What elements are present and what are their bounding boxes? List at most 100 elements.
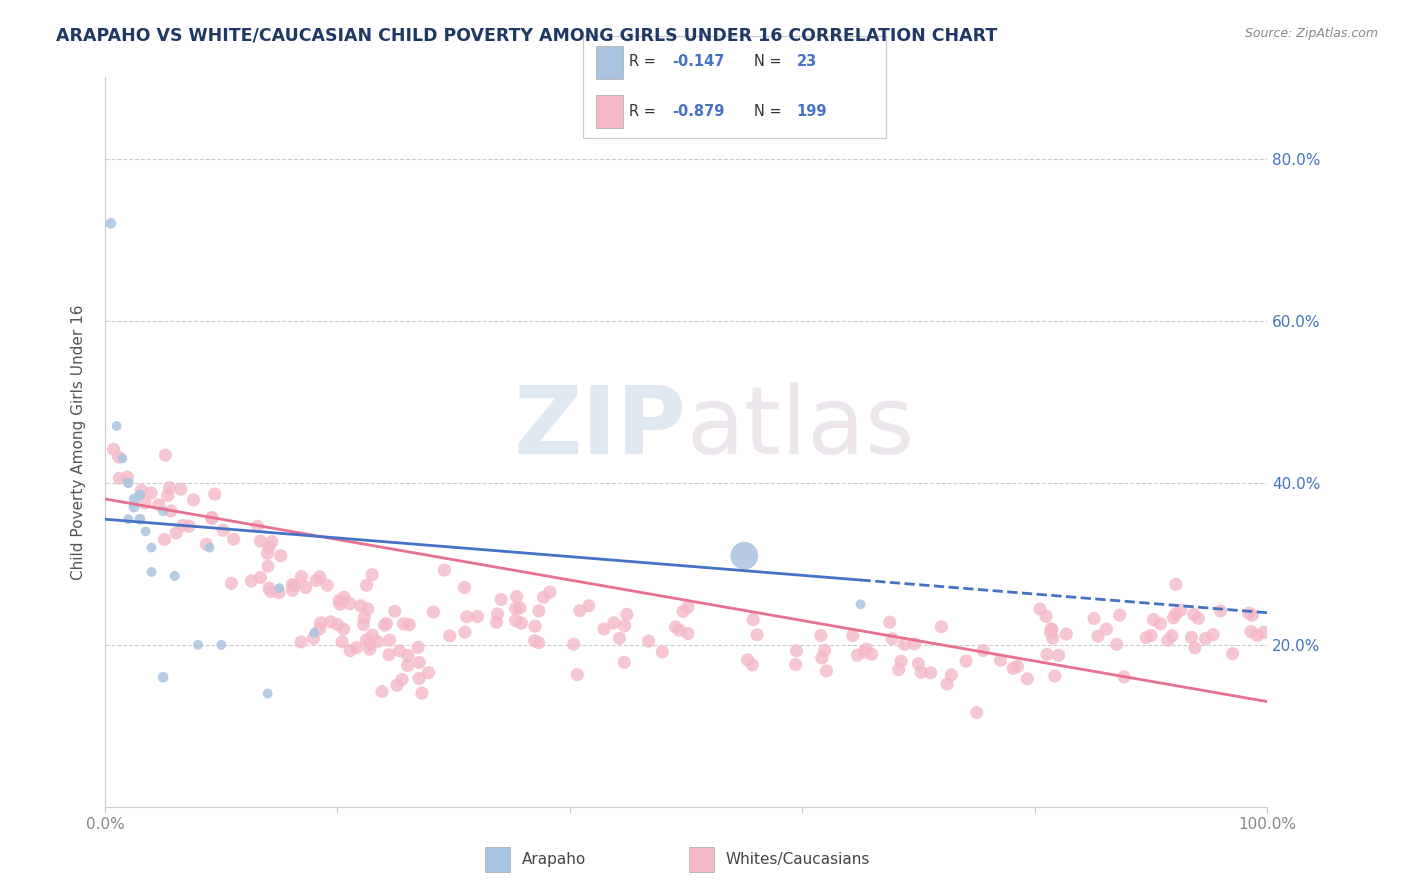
Point <box>201 511 224 525</box>
Point <box>148 498 170 512</box>
Point <box>212 524 235 538</box>
Point <box>195 537 218 551</box>
Point <box>378 648 401 662</box>
Point <box>260 534 283 549</box>
Point <box>668 624 690 638</box>
Point <box>316 578 339 592</box>
Point <box>135 524 157 539</box>
Point <box>578 599 600 613</box>
Point <box>269 581 291 595</box>
Text: R =: R = <box>628 54 661 70</box>
Point <box>745 628 768 642</box>
Point <box>439 629 461 643</box>
Point <box>1240 624 1263 639</box>
Point <box>256 546 278 560</box>
Point <box>1040 622 1063 636</box>
Point <box>308 570 330 584</box>
Point <box>676 626 699 640</box>
Point <box>1164 607 1187 621</box>
Point <box>388 644 411 658</box>
Point <box>359 637 381 651</box>
Point <box>1180 631 1202 645</box>
Point <box>107 450 129 464</box>
Point <box>1114 670 1136 684</box>
Point <box>209 638 232 652</box>
Point <box>1095 622 1118 636</box>
Point <box>533 591 555 605</box>
Point <box>260 584 283 599</box>
Point <box>392 616 415 631</box>
Point <box>1029 602 1052 616</box>
Point <box>852 645 875 659</box>
Point <box>524 619 547 633</box>
Text: Source: ZipAtlas.com: Source: ZipAtlas.com <box>1244 27 1378 40</box>
Point <box>910 665 932 680</box>
Point <box>741 657 763 672</box>
Point <box>811 651 834 665</box>
Point <box>408 656 430 670</box>
Text: R =: R = <box>628 103 661 119</box>
Point <box>538 585 561 599</box>
Y-axis label: Child Poverty Among Girls Under 16: Child Poverty Among Girls Under 16 <box>72 304 86 580</box>
Point <box>941 668 963 682</box>
Point <box>134 496 156 510</box>
Point <box>172 518 194 533</box>
Point <box>153 533 176 547</box>
Point <box>849 598 872 612</box>
Point <box>1140 628 1163 642</box>
Point <box>786 644 808 658</box>
Point <box>152 504 174 518</box>
Point <box>329 597 352 611</box>
Point <box>159 481 181 495</box>
Point <box>353 611 375 625</box>
Point <box>281 583 304 598</box>
Point <box>903 637 925 651</box>
Point <box>505 601 527 615</box>
Point <box>177 519 200 533</box>
Point <box>328 594 350 608</box>
Point <box>375 616 398 631</box>
Text: 199: 199 <box>797 103 827 119</box>
Point <box>418 665 440 680</box>
Point <box>308 622 330 636</box>
Point <box>371 684 394 698</box>
Point <box>676 600 699 615</box>
Point <box>613 656 636 670</box>
Point <box>378 633 401 648</box>
Point <box>1246 628 1268 642</box>
Point <box>117 475 139 490</box>
Point <box>309 615 332 630</box>
Point <box>332 622 354 636</box>
Point <box>391 673 413 687</box>
Point <box>1161 629 1184 643</box>
Point <box>1202 627 1225 641</box>
Point <box>1042 631 1064 645</box>
Point <box>246 519 269 533</box>
Point <box>270 549 292 563</box>
Point <box>453 581 475 595</box>
Point <box>907 657 929 671</box>
Point <box>105 419 128 434</box>
Point <box>733 549 755 563</box>
Point <box>567 667 589 681</box>
Point <box>523 633 546 648</box>
Point <box>131 483 153 498</box>
Point <box>290 569 312 583</box>
Point <box>510 616 533 631</box>
Point <box>651 645 673 659</box>
Point <box>406 640 429 655</box>
Point <box>283 579 305 593</box>
Point <box>613 619 636 633</box>
Point <box>1222 647 1244 661</box>
Point <box>527 635 550 649</box>
Point <box>187 638 209 652</box>
Bar <box>596 95 623 128</box>
Point <box>302 632 325 646</box>
Point <box>257 540 280 554</box>
Point <box>330 634 353 648</box>
Point <box>108 471 131 485</box>
Point <box>361 567 384 582</box>
Point <box>882 632 904 646</box>
Point <box>141 541 163 555</box>
Point <box>160 504 183 518</box>
